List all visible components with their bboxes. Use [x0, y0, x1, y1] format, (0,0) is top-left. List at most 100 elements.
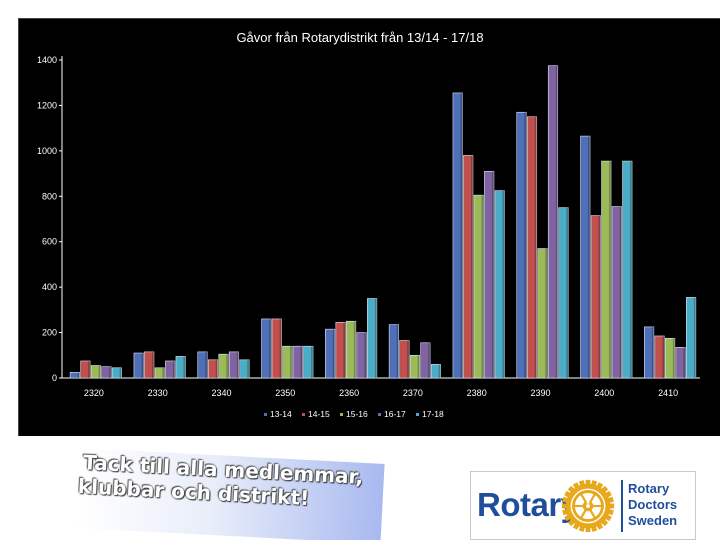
bar [430, 364, 441, 379]
bar-shade [534, 116, 537, 379]
bar-shade [119, 367, 122, 378]
bar-shade [693, 297, 696, 378]
bar [473, 194, 484, 379]
bar [239, 359, 250, 379]
bar-shade [364, 332, 367, 378]
bar-shade [407, 340, 410, 378]
wheel-spoke [589, 492, 597, 503]
bar [580, 135, 591, 379]
bar [622, 160, 633, 379]
bar [399, 340, 410, 379]
bar-shade [470, 155, 473, 378]
bar-shade [205, 351, 208, 378]
bar [388, 324, 399, 379]
bar-shade [98, 365, 101, 378]
bar [463, 155, 474, 379]
bar-shade [109, 366, 112, 378]
bar [69, 372, 80, 379]
bar-shade [279, 318, 282, 378]
bar-shade [236, 351, 239, 378]
legend-marker [302, 413, 305, 416]
bar [154, 367, 165, 379]
bar [665, 337, 676, 379]
legend-marker [378, 413, 381, 416]
bar [303, 345, 314, 379]
bar [165, 360, 176, 379]
bar-shade [162, 367, 165, 378]
bar [346, 320, 357, 379]
x-tick-label: 2330 [148, 388, 168, 398]
bar-shade [502, 190, 505, 378]
bar-shade [353, 321, 356, 378]
y-tick-label: 200 [42, 328, 57, 338]
bar [494, 190, 505, 379]
bar-shade [651, 326, 654, 378]
bar-shade [598, 215, 601, 378]
bar [90, 365, 101, 379]
logo-divider [621, 480, 623, 532]
logo-org-line-2: Doctors [628, 497, 678, 512]
legend-marker [264, 413, 267, 416]
y-tick-label: 800 [42, 191, 57, 201]
bar [516, 111, 527, 379]
legend-marker [340, 413, 343, 416]
bar [590, 215, 601, 379]
bar-shade [491, 171, 494, 378]
x-tick-label: 2350 [275, 388, 295, 398]
bar-shade [247, 359, 250, 378]
thank-you-note: Tack till alla medlemmar, klubbar och di… [75, 448, 385, 540]
bar-shade [588, 136, 591, 378]
x-tick-label: 2370 [403, 388, 423, 398]
bar-shade [524, 112, 527, 378]
bar [111, 367, 122, 379]
bar [654, 335, 665, 379]
bar-shade [672, 338, 675, 378]
y-tick-label: 0 [52, 373, 57, 383]
bar [452, 92, 463, 379]
x-tick-label: 2390 [530, 388, 550, 398]
rotary-wheel-icon [561, 479, 615, 533]
bar-shade [545, 248, 548, 378]
legend-marker [416, 413, 419, 416]
wheel-tooth [585, 526, 591, 533]
x-tick-label: 2360 [339, 388, 359, 398]
legend-label: 14-15 [308, 409, 330, 419]
bar [356, 332, 367, 379]
logo-org-line-1: Rotary [628, 481, 670, 496]
bar-shade [290, 346, 293, 378]
bar-shade [417, 355, 420, 378]
bar-shade [630, 161, 633, 378]
bar [547, 65, 559, 379]
y-tick-label: 600 [42, 237, 57, 247]
bar-shade [300, 346, 303, 378]
bar-shade [141, 353, 144, 378]
bar [611, 206, 622, 379]
bar [218, 353, 229, 379]
bar [325, 328, 336, 379]
x-tick-label: 2320 [84, 388, 104, 398]
bar [484, 171, 495, 379]
bar-shade [343, 322, 346, 378]
bar [228, 351, 240, 379]
legend-label: 17-18 [422, 409, 444, 419]
y-tick-label: 1200 [37, 100, 57, 110]
bar-shade [566, 207, 569, 378]
bar [80, 360, 91, 379]
bar-shade [332, 329, 335, 378]
bar [420, 342, 431, 379]
bar-shade [374, 298, 377, 378]
bar [409, 354, 420, 379]
wheel-spoke [579, 492, 587, 503]
bar-shade [619, 206, 622, 378]
bar-chart: 0 200 400 600 800 1000 1200 1400 2320 2330 2340 235… [37, 55, 700, 419]
y-tick-label: 1000 [37, 146, 57, 156]
bar [271, 318, 282, 379]
bar-shade [662, 335, 665, 378]
wheel-spoke [579, 509, 587, 520]
x-tick-label: 2380 [467, 388, 487, 398]
y-tick-label: 1400 [37, 55, 57, 65]
bar-shade [609, 161, 612, 378]
bar [526, 116, 538, 379]
bar [207, 359, 219, 379]
